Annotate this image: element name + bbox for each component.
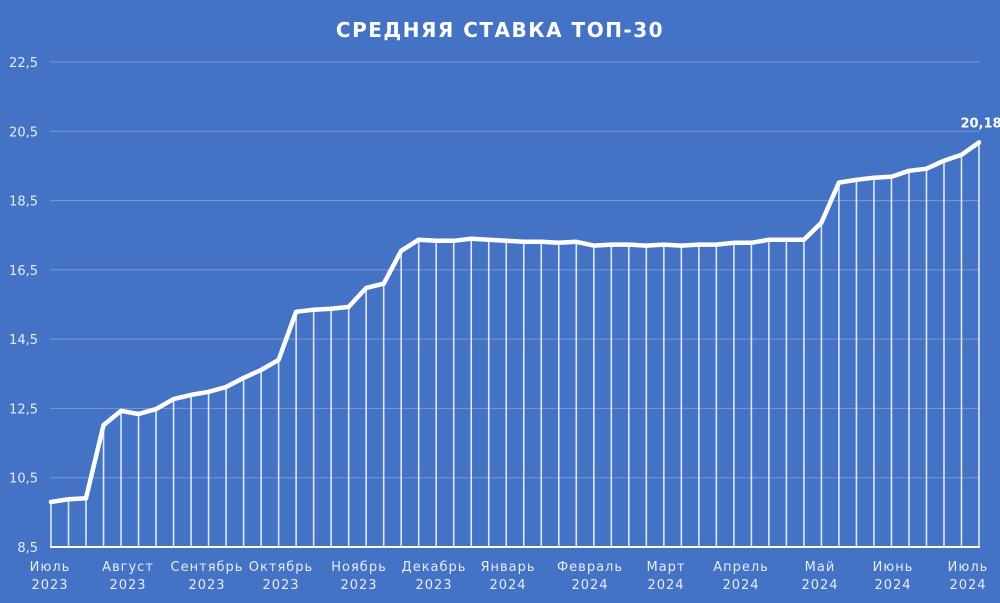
x-tick-month: Октябрь: [249, 560, 313, 575]
x-tick-month: Май: [805, 560, 836, 575]
x-tick-year: 2023: [340, 578, 377, 593]
x-tick-year: 2024: [722, 578, 759, 593]
y-tick-label: 8,5: [17, 541, 38, 556]
y-tick-label: 10,5: [9, 472, 38, 487]
x-tick-year: 2023: [262, 578, 299, 593]
gridlines: [50, 61, 980, 479]
x-tick-year: 2023: [188, 578, 225, 593]
x-tick-year: 2024: [874, 578, 911, 593]
data-labels: 20,18: [960, 116, 1000, 131]
x-axis-labels: Июль 2023 Август 2023 Сентябрь 2023 Октябрь 202…: [30, 560, 989, 593]
x-tick-month: Июль: [30, 560, 71, 575]
x-tick-month: Январь: [480, 560, 535, 575]
y-tick-label: 12,5: [9, 402, 38, 417]
drop-lines: [50, 142, 980, 547]
x-tick-year: 2023: [415, 578, 452, 593]
x-tick-year: 2023: [31, 578, 68, 593]
y-tick-label: 18,5: [9, 195, 38, 210]
x-tick-year: 2024: [647, 578, 684, 593]
y-tick-label: 20,5: [9, 125, 38, 140]
x-tick-month: Февраль: [557, 560, 623, 575]
data-line: [48, 140, 982, 505]
x-tick-month: Сентябрь: [171, 560, 244, 575]
y-axis-labels: 8,5 10,5 12,5 14,5 16,5 18,5 20,5 22,5: [9, 56, 38, 556]
x-tick-month: Декабрь: [402, 560, 467, 575]
y-tick-label: 22,5: [9, 56, 38, 71]
x-tick-year: 2023: [109, 578, 146, 593]
x-tick-month: Март: [646, 560, 685, 575]
y-tick-label: 16,5: [9, 264, 38, 279]
x-tick-month: Ноябрь: [331, 560, 386, 575]
x-tick-month: Апрель: [713, 560, 769, 575]
x-tick-year: 2024: [571, 578, 608, 593]
chart-title: СРЕДНЯЯ СТАВКА ТОП-30: [335, 18, 665, 42]
x-tick-month: Июль: [948, 560, 989, 575]
x-tick-year: 2024: [949, 578, 986, 593]
x-tick-month: Июнь: [873, 560, 914, 575]
x-tick-month: Август: [102, 560, 154, 575]
y-tick-label: 14,5: [9, 333, 38, 348]
x-tick-year: 2024: [489, 578, 526, 593]
x-tick-year: 2024: [801, 578, 838, 593]
last-value-label: 20,18: [960, 116, 1000, 131]
